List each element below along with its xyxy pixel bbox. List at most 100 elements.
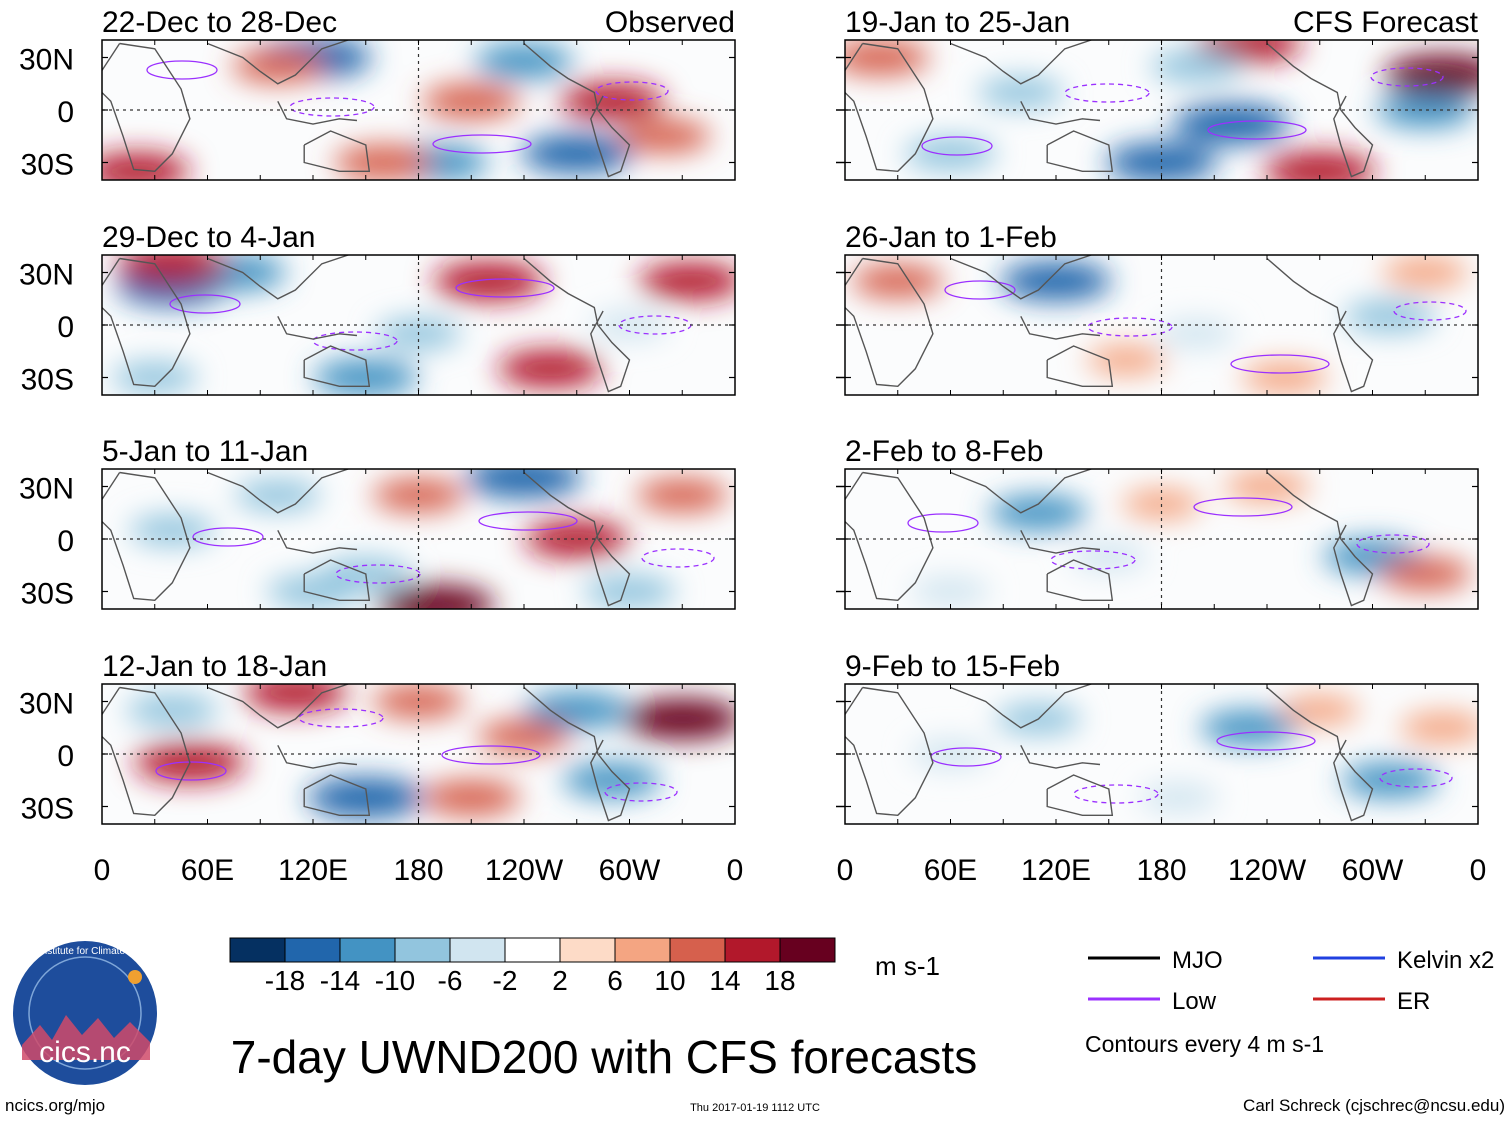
low-contour [478,511,578,531]
anomaly-blob [1344,299,1437,333]
coastline [102,471,191,602]
anomaly-blob [235,479,321,511]
anomaly-blob [478,720,570,753]
colorbar-tick-label: 2 [552,965,568,996]
coastline [303,130,371,172]
anomaly-blob [618,119,711,153]
x-tick-label: 60W [1342,854,1404,887]
anomaly-blob [267,575,359,608]
x-tick-label: 120E [278,854,348,887]
anomaly-blob [1086,345,1166,375]
colorbar-swatch [559,937,616,963]
colorbar-swatch [284,937,341,963]
colorbar-swatch [229,937,286,963]
low-contour [155,761,227,781]
units-label: m s-1 [875,951,940,981]
colorbar-tick-label: 10 [654,965,685,996]
coastline [303,559,371,601]
panel-period-title: 19-Jan to 25-Jan [845,6,1070,39]
x-tick-label: 180 [393,854,443,887]
colorbar-swatch [449,937,506,963]
coastline [277,529,358,554]
low-contour [1073,784,1159,804]
panel-p7: 2-Feb to 8-Feb [836,435,1479,610]
footer-timestamp: Thu 2017-01-19 1112 UTC [690,1102,820,1114]
panel-period-title: 22-Dec to 28-Dec [102,6,337,39]
anomaly-blob [465,469,583,498]
x-tick-label: 0 [94,854,111,887]
colorbar-tick-label: -14 [320,965,360,996]
colorbar-tick-label: 14 [709,965,740,996]
x-tick-label: 120W [1228,854,1307,887]
coastline [1266,686,1374,822]
anomaly-blob [636,478,729,512]
anomaly-blob [1264,152,1376,180]
low-contour [1087,317,1173,337]
coastline [102,257,191,388]
anomaly-blob [111,361,198,394]
y-tick-label: 30N [19,688,74,721]
y-tick-label: 30N [19,259,74,292]
coastline [303,345,371,387]
anomaly-blob [845,40,930,75]
coastline [277,100,358,125]
panel-source-label: Observed [605,6,735,39]
low-contour [312,331,398,351]
coastline [1266,42,1374,178]
coastline [523,686,631,822]
coastline [523,471,631,607]
x-tick-label: 120W [485,854,564,887]
colorbar-swatch [724,937,781,963]
coastline [303,774,371,816]
logo-text: cics.nc [39,1036,131,1069]
y-tick-label: 30N [19,44,74,77]
legend-label: MJO [1172,947,1223,974]
coastline [1020,744,1101,769]
anomaly-blob [306,777,425,818]
colorbar-tick-label: 18 [764,965,795,996]
anomaly-blob [524,520,630,558]
panel-p8: 9-Feb to 15-Feb [836,650,1479,825]
coastline [1046,559,1114,601]
panel-period-title: 29-Dec to 4-Jan [102,221,315,254]
low-contour [1356,534,1430,554]
cics-logo[interactable]: Cooperative Institute for Climate and Sa… [0,941,188,1085]
coastline [1266,471,1374,607]
anomaly-blob [1340,762,1440,798]
anomaly-blob [910,576,991,607]
y-tick-label: 30S [21,149,74,182]
y-tick-label: 0 [57,311,74,344]
coastline [277,315,358,340]
anomaly-blob [1400,712,1478,744]
anomaly-blob [559,82,665,120]
low-contour [907,513,979,533]
colorbar-tick-label: -2 [493,965,518,996]
y-tick-label: 0 [57,740,74,773]
sun-icon [128,970,142,984]
low-contour [595,81,669,101]
coastline [1046,130,1114,172]
logo-ring-text: Cooperative Institute for Climate and Sa… [0,946,188,957]
anomaly-blob [497,350,603,388]
coastline [1046,345,1114,387]
anomaly-blob [377,585,495,609]
low-contour [289,97,375,117]
x-tick-label: 0 [837,854,854,887]
anomaly-blob [1224,470,1310,503]
anomaly-blob [1241,361,1328,394]
x-tick-label: 0 [1470,854,1487,887]
coastline [950,469,1092,514]
legend-item: MJO [1088,947,1223,974]
footer-url[interactable]: ncics.org/mjo [5,1096,105,1115]
low-contour [1370,67,1444,87]
panel-period-title: 2-Feb to 8-Feb [845,435,1043,468]
anomaly-blob [1000,262,1112,301]
legend-label: Kelvin x2 [1397,947,1494,974]
legend-item: ER [1313,988,1430,1015]
panel-period-title: 12-Jan to 18-Jan [102,650,327,683]
anomaly-blob [422,83,521,119]
low-contour [604,782,678,802]
anomaly-blob [422,780,521,816]
low-contour [169,294,241,314]
anomaly-blob [524,691,630,729]
